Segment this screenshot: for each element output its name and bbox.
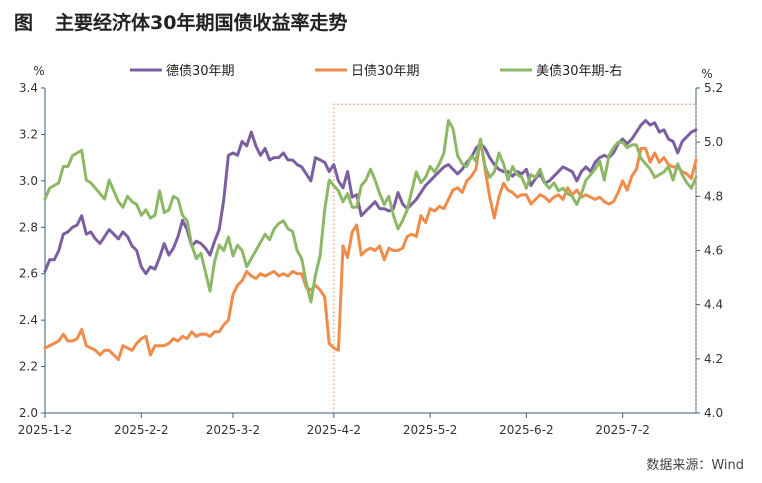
x-tick-label: 2025-2-2 [114,423,168,437]
series-line-2 [43,137,698,362]
x-tick-label: 2025-4-2 [307,423,361,437]
right-tick-label: 5.2 [704,81,723,95]
left-tick-label: 2.8 [19,220,38,234]
left-tick-label: 3.4 [19,81,38,95]
x-tick-label: 2025-5-2 [403,423,457,437]
left-tick-label: 2.4 [19,313,38,327]
right-tick-label: 4.6 [704,244,723,258]
legend-label: 德债30年期 [166,64,235,79]
series-line-3 [43,119,698,304]
x-tick-label: 2025-1-2 [18,423,72,437]
left-axis-unit: % [33,64,44,78]
legend-label: 美债30年期-右 [536,64,622,79]
right-axis-unit: % [701,67,712,81]
x-tick-label: 2025-3-2 [206,423,260,437]
legend-label: 日债30年期 [351,64,420,79]
chart-title-block: 图主要经济体30年期国债收益率走势 [14,8,347,35]
highlight-region [333,103,697,413]
x-tick-label: 2025-6-2 [499,423,553,437]
source-note: 数据来源：Wind [646,458,744,473]
right-tick-label: 4.8 [704,189,723,203]
left-tick-label: 3.0 [19,174,38,188]
figure-label: 图 [14,12,34,34]
left-tick-label: 2.6 [19,267,38,281]
left-tick-label: 2.2 [19,360,38,374]
right-tick-label: 5.0 [704,135,723,149]
page-title: 主要经济体30年期国债收益率走势 [55,12,348,34]
right-tick-label: 4.0 [704,406,723,420]
right-tick-label: 4.4 [704,298,723,312]
series-line-1 [43,119,698,276]
left-tick-label: 3.2 [19,127,38,141]
x-tick-label: 2025-7-2 [595,423,649,437]
left-tick-label: 2.0 [19,406,38,420]
right-tick-label: 4.2 [704,352,723,366]
